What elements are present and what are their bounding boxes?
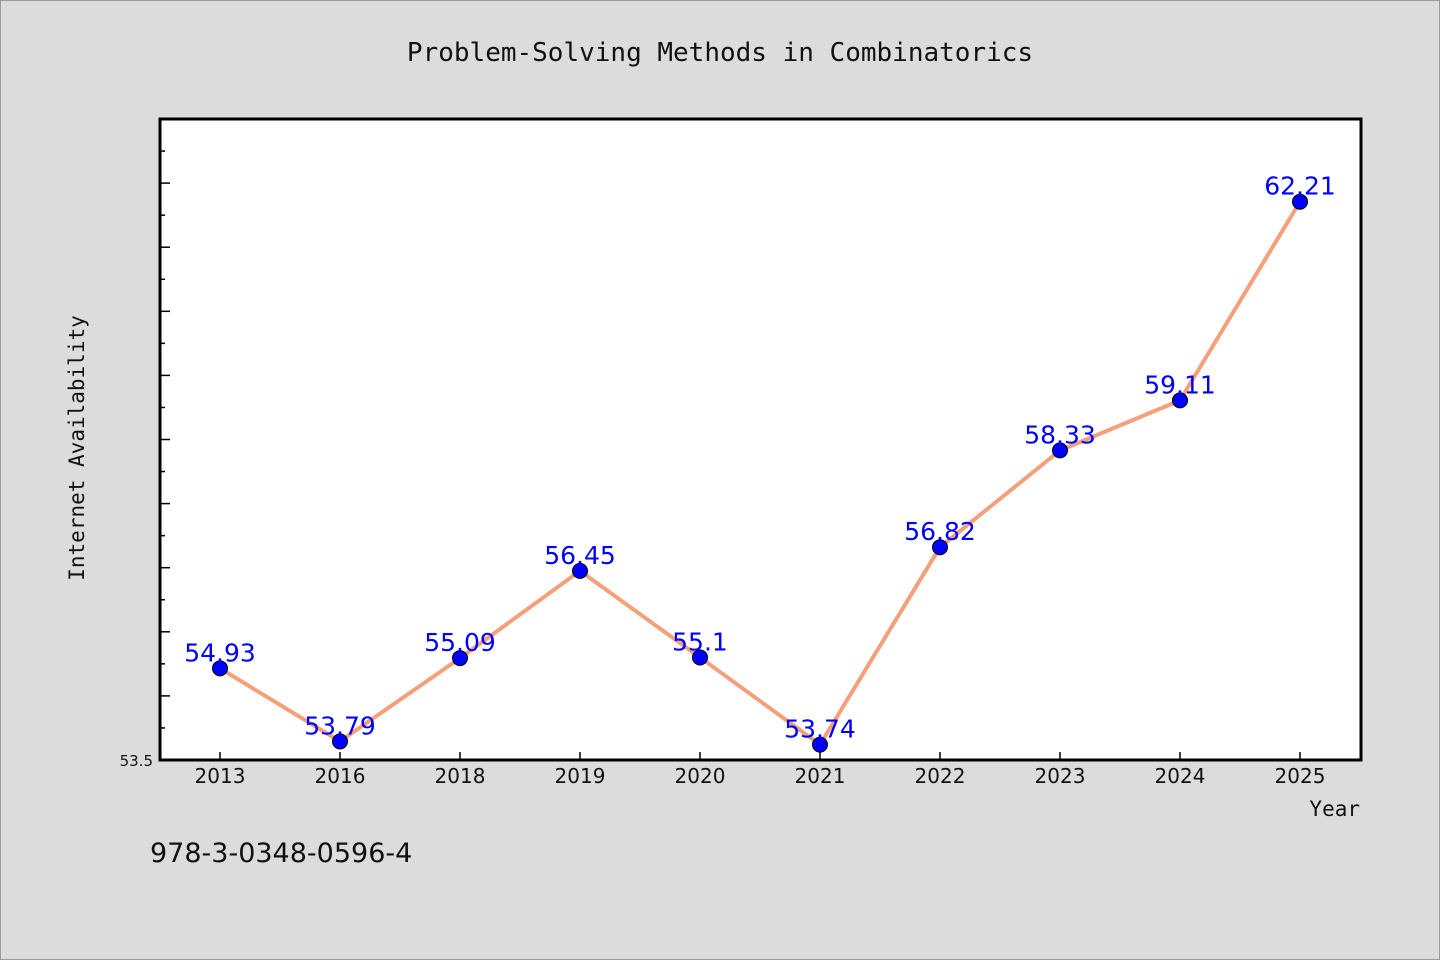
data-label: 62.21 [1264, 172, 1336, 201]
data-labels: 54.93 53.79 55.09 56.45 55.1 53.74 56.82 58.33 5… [184, 172, 1336, 744]
data-point [452, 650, 468, 667]
data-label: 53.79 [304, 711, 376, 740]
y-axis-label: Internet Availability [65, 315, 89, 581]
x-tick-label: 2013 [195, 764, 246, 788]
x-tick-labels: 2013 2016 2018 2019 2020 2021 2022 2023 2024 2025 [195, 764, 1326, 788]
data-label: 55.09 [424, 628, 496, 657]
data-label: 56.45 [544, 541, 616, 570]
data-label: 54.93 [184, 638, 256, 667]
data-point [812, 736, 828, 753]
footer-id-text: 978-3-0348-0596-4 [150, 838, 412, 869]
data-label: 56.82 [904, 517, 976, 546]
data-label: 55.1 [672, 627, 728, 656]
data-point [692, 649, 708, 666]
x-tick-label: 2021 [795, 764, 846, 788]
data-label: 58.33 [1024, 420, 1096, 449]
data-point [332, 733, 348, 750]
series-line [218, 200, 1302, 747]
y-tick-label: 53.5 [120, 752, 153, 770]
x-tick-label: 2023 [1035, 764, 1086, 788]
data-label: 53.74 [784, 715, 856, 744]
plot-border [158, 117, 1363, 762]
x-axis-label: Year [1309, 797, 1360, 821]
data-label: 59.11 [1144, 370, 1216, 399]
x-tick-label: 2024 [1155, 764, 1206, 788]
x-tick-label: 2019 [555, 764, 606, 788]
x-tick-label: 2020 [675, 764, 726, 788]
data-point [1172, 392, 1188, 409]
x-tick-label: 2025 [1275, 764, 1326, 788]
data-point [1292, 193, 1308, 210]
x-tick-label: 2018 [435, 764, 486, 788]
data-point [572, 562, 588, 579]
data-point [932, 539, 948, 556]
x-tick-label: 2022 [915, 764, 966, 788]
chart-title: Problem-Solving Methods in Combinatorics [407, 38, 1033, 68]
x-tick-label: 2016 [315, 764, 366, 788]
data-markers [212, 193, 1308, 753]
data-point [212, 660, 228, 677]
plot-area [160, 119, 1361, 760]
data-point [1052, 442, 1068, 459]
